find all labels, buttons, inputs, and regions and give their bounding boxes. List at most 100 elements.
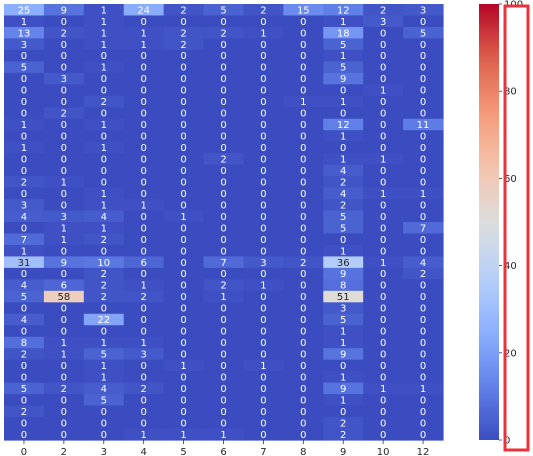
heatmap-cell [123, 279, 165, 292]
cell-value-label: 1 [380, 154, 386, 165]
heatmap-cell [4, 38, 45, 51]
heatmap-cell [403, 4, 444, 17]
heatmap-cell [243, 325, 284, 338]
cell-value-label: 0 [300, 407, 306, 418]
heatmap-cell [323, 38, 364, 51]
heatmap-cell [123, 26, 165, 40]
colorbar-tick-label: 60 [504, 174, 517, 185]
cell-value-label: 0 [340, 86, 346, 97]
heatmap-cell [403, 336, 444, 349]
cell-value-label: 0 [61, 430, 67, 441]
cell-value-label: 0 [101, 246, 107, 257]
heatmap-cell [403, 84, 444, 97]
cell-value-label: 0 [140, 177, 146, 188]
heatmap-cell [203, 325, 245, 338]
heatmap-cell [403, 325, 444, 338]
cell-value-label: 0 [101, 304, 107, 315]
heatmap-cell [203, 26, 245, 40]
heatmap-cell [163, 256, 205, 269]
heatmap-cell [83, 417, 125, 430]
heatmap-cell [203, 210, 245, 223]
heatmap-cell [323, 107, 364, 120]
heatmap-cell [203, 233, 245, 246]
cell-value-label: 0 [140, 315, 146, 326]
cell-value-label: 0 [140, 327, 146, 338]
heatmap-cell [163, 84, 205, 97]
heatmap-cell [43, 267, 85, 280]
heatmap-cell [323, 336, 364, 349]
heatmap-cell [4, 26, 45, 40]
heatmap-cell [43, 26, 85, 40]
cell-value-label: 0 [300, 269, 306, 280]
heatmap-cell [323, 118, 364, 131]
heatmap-cell [323, 15, 364, 28]
heatmap-cell [403, 267, 444, 280]
cell-value-label: 0 [180, 235, 186, 246]
cell-value-label: 0 [180, 86, 186, 97]
cell-value-label: 5 [420, 28, 426, 39]
cell-value-label: 0 [380, 74, 386, 85]
cell-value-label: 0 [140, 120, 146, 131]
cell-value-label: 1 [340, 17, 346, 28]
cell-value-label: 0 [220, 246, 226, 257]
heatmap-cell [283, 302, 324, 315]
cell-value-label: 4 [21, 281, 27, 292]
heatmap-cell [363, 84, 404, 97]
heatmap-cell [43, 325, 85, 338]
cell-value-label: 1 [340, 327, 346, 338]
cell-value-label: 0 [380, 97, 386, 108]
cell-value-label: 0 [21, 166, 27, 177]
heatmap-cell [283, 279, 324, 292]
heatmap-cell [363, 233, 404, 246]
heatmap-cell [363, 394, 404, 407]
heatmap-cell [163, 325, 205, 338]
cell-value-label: 6 [61, 281, 67, 292]
cell-value-label: 9 [61, 258, 67, 269]
cell-value-label: 3 [420, 5, 426, 16]
colorbar-gradient [479, 4, 499, 440]
cell-value-label: 0 [101, 177, 107, 188]
cell-value-label: 0 [220, 418, 226, 429]
heatmap-cell [123, 359, 165, 372]
heatmap-cell [363, 336, 404, 349]
heatmap-cell [4, 267, 45, 280]
heatmap-cell [163, 141, 205, 154]
cell-value-label: 0 [260, 200, 266, 211]
cell-value-label: 2 [61, 28, 67, 39]
cell-value-label: 0 [420, 235, 426, 246]
heatmap-cell [203, 61, 245, 74]
cell-value-label: 0 [180, 315, 186, 326]
heatmap-cell [363, 325, 404, 338]
cell-value-label: 0 [61, 418, 67, 429]
cell-value-label: 1 [260, 28, 266, 39]
cell-value-label: 0 [21, 74, 27, 85]
cell-value-label: 0 [260, 430, 266, 441]
heatmap-cell [43, 371, 85, 384]
heatmap-cell [83, 164, 125, 177]
cell-value-label: 1 [140, 338, 146, 349]
heatmap-cell [323, 256, 364, 269]
cell-value-label: 0 [380, 109, 386, 120]
cell-value-label: 7 [220, 258, 226, 269]
cell-value-label: 0 [180, 51, 186, 62]
heatmap-cell [83, 222, 125, 235]
heatmap-cell [4, 325, 45, 338]
cell-value-label: 0 [61, 51, 67, 62]
cell-value-label: 1 [140, 281, 146, 292]
cell-value-label: 0 [180, 17, 186, 28]
heatmap-cell [163, 130, 205, 143]
heatmap-cell [83, 325, 125, 338]
heatmap-cell [243, 244, 284, 258]
cell-value-label: 0 [380, 223, 386, 234]
heatmap-cell [243, 164, 284, 177]
heatmap-cell [203, 302, 245, 315]
cell-value-label: 4 [21, 212, 27, 223]
cell-value-label: 0 [220, 269, 226, 280]
cell-value-label: 1 [21, 246, 27, 257]
heatmap-cell [363, 187, 404, 200]
cell-value-label: 1 [101, 40, 107, 51]
cell-value-label: 2 [61, 384, 67, 395]
cell-value-label: 0 [380, 269, 386, 280]
heatmap-cell [43, 107, 85, 120]
cell-value-label: 1 [140, 430, 146, 441]
